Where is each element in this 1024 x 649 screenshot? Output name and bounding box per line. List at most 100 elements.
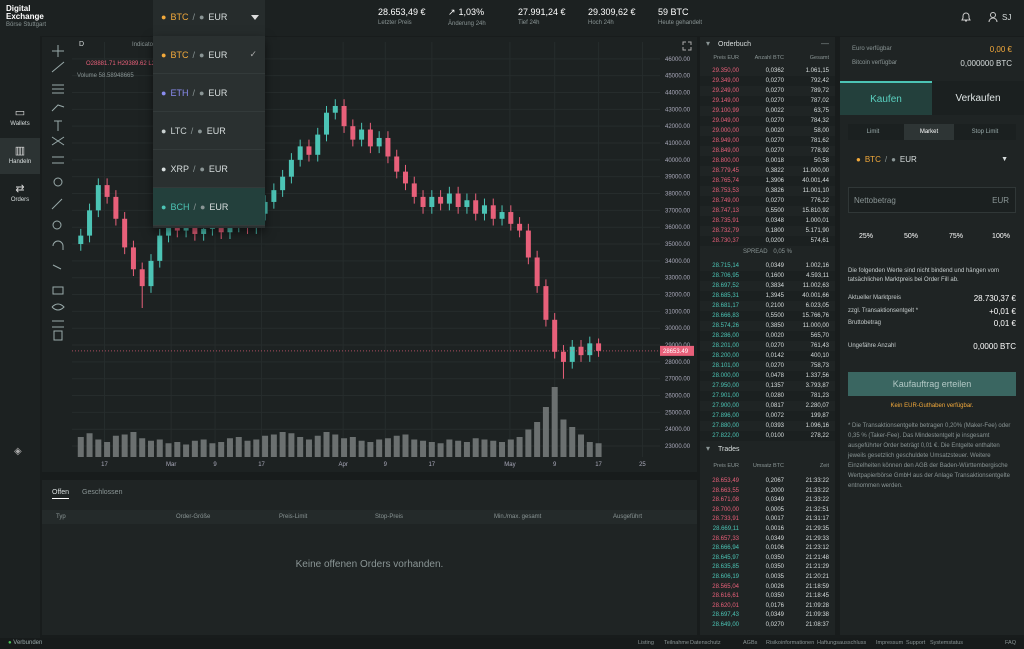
footer-link[interactable]: AGBs — [743, 640, 758, 646]
base: BTC — [170, 12, 189, 22]
footer-link[interactable]: Systemstatus — [930, 640, 964, 646]
orderbook-row[interactable]: 27.900,00 0,0817 2.280,07 — [700, 401, 835, 411]
orderbook-row[interactable]: 29.350,00 0,0362 1.061,15 — [700, 66, 835, 76]
volume-bar — [455, 440, 462, 457]
cell: 28.657,33 — [712, 535, 739, 542]
orderbook-row[interactable]: 29.049,00 0,0270 784,32 — [700, 116, 835, 126]
cell: 0,0200 — [765, 238, 784, 244]
base: BTC — [864, 155, 881, 164]
orderbook-row[interactable]: 27.901,00 0,0280 781,23 — [700, 391, 835, 401]
percent-button[interactable]: 75% — [948, 233, 963, 240]
dropdown-item[interactable]: ● BTC / ● EUR ✓ — [153, 36, 265, 74]
footer-link[interactable]: Impressum — [876, 640, 904, 646]
footer-link[interactable]: Datenschutz — [690, 640, 721, 646]
orderbook-row[interactable]: 29.000,00 0,0020 58,00 — [700, 126, 835, 136]
pair-selector[interactable]: ● BTC / ● EUR — [153, 0, 265, 36]
percent-button[interactable]: 25% — [858, 233, 873, 240]
orderbook-row[interactable]: 27.896,00 0,0072 199,87 — [700, 411, 835, 421]
collapse-icon[interactable]: ▾ — [706, 39, 711, 48]
orderbook-row[interactable]: 27.950,00 0,1357 3.793,87 — [700, 381, 835, 391]
footer-link[interactable]: Support — [906, 640, 926, 646]
user-icon[interactable] — [988, 11, 998, 23]
orderbook-row[interactable]: 28.697,52 0,3834 11.002,63 — [700, 281, 835, 291]
orderbook-row[interactable]: 28.749,00 0,0270 776,22 — [700, 196, 835, 206]
orderbook-row[interactable]: 28.706,95 0,1600 4.593,11 — [700, 271, 835, 281]
logo[interactable]: Digital Exchange Börse Stuttgart — [6, 5, 46, 29]
volume-bar — [130, 432, 137, 457]
layers-icon[interactable]: ◈ — [14, 446, 22, 457]
orderbook-row[interactable]: 28.681,17 0,2100 6.023,05 — [700, 301, 835, 311]
footer-link[interactable]: Teilnahme — [664, 640, 690, 646]
coin-icon: ● — [197, 125, 203, 136]
cell: 28.200,00 — [712, 353, 739, 359]
coin-icon: ● — [891, 155, 896, 164]
orderbook-row[interactable]: 28.201,00 0,0270 761,43 — [700, 341, 835, 351]
submit-button[interactable]: Kaufauftrag erteilen — [848, 372, 1016, 396]
cell: 0,2100 — [765, 303, 784, 309]
nav-item[interactable]: ⇄ Orders — [0, 176, 40, 212]
minimize-icon[interactable]: — — [821, 39, 829, 48]
orderbook-row[interactable]: 28.666,83 0,5500 15.766,76 — [700, 311, 835, 321]
orderbook-row[interactable]: 28.753,53 0,3826 11.001,10 — [700, 186, 835, 196]
y-tick-label: 46000.00 — [665, 57, 691, 63]
user-initials[interactable]: SJ — [1002, 13, 1012, 22]
orderbook-row[interactable]: 28.715,14 0,0349 1.002,16 — [700, 261, 835, 271]
order-type[interactable]: Stop Limit — [971, 129, 999, 135]
orderbook-row[interactable]: 28.200,00 0,0142 400,10 — [700, 351, 835, 361]
stat-label: Tief 24h — [518, 20, 540, 26]
collapse-icon[interactable]: ▾ — [706, 444, 711, 453]
orderbook-row[interactable]: 28.574,26 0,3850 11.000,00 — [700, 321, 835, 331]
order-type[interactable]: Limit — [866, 129, 880, 135]
orderbook-row[interactable]: 28.735,91 0,0348 1.000,01 — [700, 216, 835, 226]
footer-link[interactable]: Risikoinformationen — [766, 640, 815, 646]
volume-bar — [586, 442, 593, 457]
orderbook-row[interactable]: 28.000,00 0,0478 1.337,56 — [700, 371, 835, 381]
orderbook-row[interactable]: 28.286,00 0,0020 565,70 — [700, 331, 835, 341]
dropdown-item[interactable]: ● ETH / ● EUR — [153, 74, 265, 112]
orderbook-row[interactable]: 28.747,13 0,5500 15.810,92 — [700, 206, 835, 216]
dropdown-item[interactable]: ● XRP / ● EUR — [153, 150, 265, 188]
stat-value: 27.991,24 € — [518, 7, 588, 17]
nav-item[interactable]: ▥ Handeln — [0, 138, 40, 174]
candle-body — [315, 134, 321, 155]
orderbook-row[interactable]: 28.779,45 0,3822 11.000,00 — [700, 166, 835, 176]
orderbook-row[interactable]: 28.685,31 1,3945 40.001,66 — [700, 291, 835, 301]
pair-select[interactable]: ● BTC / ● EUR ▼ — [856, 155, 1008, 164]
nav-item[interactable]: ▭ Wallets — [0, 100, 40, 136]
tab[interactable]: Kaufen — [840, 81, 932, 115]
percent-button[interactable]: 50% — [903, 233, 918, 240]
interval-button[interactable]: D — [79, 41, 85, 48]
orderbook-row[interactable]: 28.732,79 0,1800 5.171,90 — [700, 226, 835, 236]
fullscreen-icon[interactable] — [682, 41, 692, 51]
orderbook-row[interactable]: 29.149,00 0,0270 787,02 — [700, 96, 835, 106]
orderbook-row[interactable]: 28.765,74 1,3906 40.001,44 — [700, 176, 835, 186]
indicators-button[interactable]: Indicato — [132, 42, 154, 48]
drawing-tools[interactable] — [48, 41, 68, 341]
dropdown-item[interactable]: ● BCH / ● EUR — [153, 188, 265, 226]
footer-link[interactable]: Listing — [638, 640, 654, 646]
orderbook-row[interactable]: 27.822,00 0,0100 278,22 — [700, 431, 835, 441]
orderbook-row[interactable]: 29.349,00 0,0270 792,42 — [700, 76, 835, 86]
footer-link[interactable]: Haftungsausschluss — [817, 640, 867, 646]
orderbook-row[interactable]: 28.101,00 0,0270 758,73 — [700, 361, 835, 371]
amount-input[interactable]: Nettobetrag EUR — [848, 187, 1016, 213]
orderbook-row[interactable]: 28.849,00 0,0270 778,92 — [700, 146, 835, 156]
orderbook-row[interactable]: 28.949,00 0,0270 781,62 — [700, 136, 835, 146]
cell: 15.810,92 — [802, 208, 829, 214]
percent-button[interactable]: 100% — [992, 233, 1010, 240]
tab[interactable]: Geschlossen — [82, 489, 123, 496]
tab[interactable]: Offen — [52, 489, 69, 499]
dropdown-item[interactable]: ● LTC / ● EUR — [153, 112, 265, 150]
candle-body — [578, 346, 584, 356]
orderbook-row[interactable]: 28.730,37 0,0200 574,61 — [700, 236, 835, 246]
orderbook-row[interactable]: 27.880,00 0,0393 1.096,16 — [700, 421, 835, 431]
bell-icon[interactable] — [960, 11, 972, 23]
order-type[interactable]: Market — [904, 124, 954, 140]
footer-link[interactable]: FAQ — [1005, 640, 1017, 646]
tab[interactable]: Verkaufen — [932, 81, 1024, 115]
cell: 21:18:45 — [805, 593, 829, 600]
stat-value: 59 BTC — [658, 7, 728, 17]
orderbook-row[interactable]: 28.800,00 0,0018 50,58 — [700, 156, 835, 166]
orderbook-row[interactable]: 29.249,00 0,0270 789,72 — [700, 86, 835, 96]
orderbook-row[interactable]: 29.100,99 0,0022 63,75 — [700, 106, 835, 116]
